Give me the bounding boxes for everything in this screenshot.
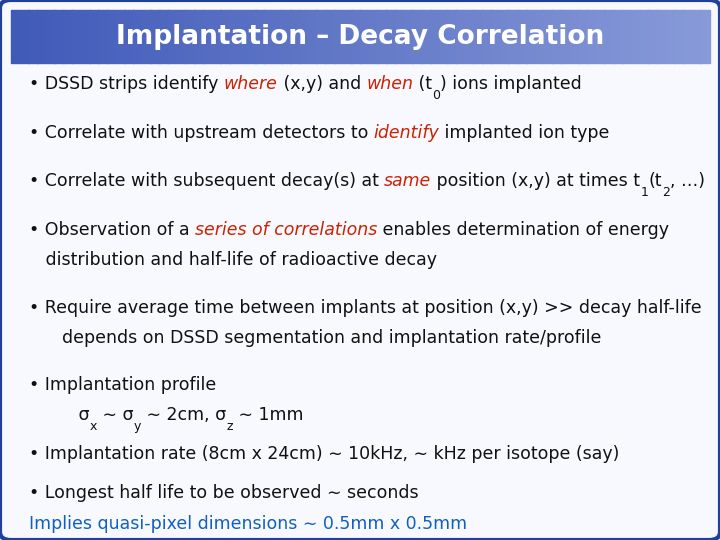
Bar <box>508 10 518 63</box>
Bar <box>220 10 230 63</box>
Bar <box>613 10 623 63</box>
Text: 2: 2 <box>662 186 670 199</box>
Bar <box>438 10 448 63</box>
Text: • Implantation rate (8cm x 24cm) ∼ 10kHz, ∼ kHz per isotope (say): • Implantation rate (8cm x 24cm) ∼ 10kHz… <box>29 445 619 463</box>
Bar <box>587 10 596 63</box>
Bar <box>648 10 657 63</box>
Bar <box>377 10 387 63</box>
Bar <box>526 10 536 63</box>
Bar <box>290 10 300 63</box>
Bar <box>159 10 168 63</box>
Bar <box>544 10 553 63</box>
Bar <box>238 10 247 63</box>
Bar <box>11 10 20 63</box>
Bar <box>456 10 466 63</box>
Text: same: same <box>384 172 431 190</box>
Text: • Longest half life to be observed ∼ seconds: • Longest half life to be observed ∼ sec… <box>29 484 418 502</box>
Text: distribution and half-life of radioactive decay: distribution and half-life of radioactiv… <box>29 251 437 268</box>
Bar <box>665 10 675 63</box>
Bar <box>552 10 562 63</box>
Bar <box>570 10 579 63</box>
Bar <box>482 10 492 63</box>
Text: ) ions implanted: ) ions implanted <box>441 75 582 93</box>
Bar <box>465 10 474 63</box>
Text: σ: σ <box>29 406 89 424</box>
Bar <box>229 10 238 63</box>
Text: • Require average time between implants at position (x,y) >> decay half-life: • Require average time between implants … <box>29 299 701 317</box>
Text: x: x <box>89 420 96 433</box>
Bar <box>98 10 107 63</box>
Text: y: y <box>133 420 141 433</box>
Text: series of correlations: series of correlations <box>195 221 377 239</box>
Bar <box>447 10 456 63</box>
Text: • Correlate with subsequent decay(s) at: • Correlate with subsequent decay(s) at <box>29 172 384 190</box>
Bar <box>334 10 343 63</box>
Text: implanted ion type: implanted ion type <box>439 124 610 141</box>
Bar <box>264 10 274 63</box>
Text: 1: 1 <box>640 186 648 199</box>
Bar <box>351 10 361 63</box>
Bar <box>55 10 64 63</box>
Bar <box>72 10 81 63</box>
Text: (t: (t <box>413 75 432 93</box>
Text: Implantation – Decay Correlation: Implantation – Decay Correlation <box>116 24 604 50</box>
Bar <box>299 10 308 63</box>
Bar <box>561 10 570 63</box>
Text: • DSSD strips identify: • DSSD strips identify <box>29 75 224 93</box>
Bar <box>701 10 710 63</box>
Text: ∼ σ: ∼ σ <box>96 406 133 424</box>
Bar <box>421 10 431 63</box>
Bar <box>282 10 291 63</box>
Text: ∼ 2cm, σ: ∼ 2cm, σ <box>141 406 226 424</box>
Bar <box>168 10 177 63</box>
Bar <box>125 10 134 63</box>
Bar <box>683 10 693 63</box>
Bar <box>517 10 526 63</box>
Bar <box>256 10 265 63</box>
Bar <box>46 10 55 63</box>
Bar <box>534 10 544 63</box>
Bar <box>325 10 335 63</box>
Text: Implies quasi-pixel dimensions ∼ 0.5mm x 0.5mm: Implies quasi-pixel dimensions ∼ 0.5mm x… <box>29 515 467 533</box>
Bar <box>369 10 378 63</box>
Bar <box>273 10 282 63</box>
Bar <box>81 10 90 63</box>
Bar <box>150 10 160 63</box>
Bar <box>604 10 614 63</box>
Bar <box>395 10 405 63</box>
Bar <box>578 10 588 63</box>
Bar <box>246 10 256 63</box>
Text: depends on DSSD segmentation and implantation rate/profile: depends on DSSD segmentation and implant… <box>29 329 601 347</box>
Bar <box>674 10 684 63</box>
Text: enables determination of energy: enables determination of energy <box>377 221 669 239</box>
Bar <box>142 10 151 63</box>
Bar <box>500 10 509 63</box>
Bar <box>194 10 204 63</box>
Bar <box>176 10 186 63</box>
Bar <box>316 10 325 63</box>
Bar <box>203 10 212 63</box>
Bar <box>474 10 483 63</box>
Bar <box>622 10 631 63</box>
Text: (t: (t <box>648 172 662 190</box>
Bar <box>212 10 221 63</box>
Text: ∼ 1mm: ∼ 1mm <box>233 406 303 424</box>
Text: identify: identify <box>374 124 439 141</box>
Bar <box>28 10 37 63</box>
Text: when: when <box>366 75 413 93</box>
Text: 0: 0 <box>432 89 441 102</box>
Text: position (x,y) at times t: position (x,y) at times t <box>431 172 640 190</box>
Bar <box>491 10 500 63</box>
Bar <box>37 10 46 63</box>
Text: • Observation of a: • Observation of a <box>29 221 195 239</box>
Bar <box>692 10 701 63</box>
Bar <box>657 10 666 63</box>
Bar <box>307 10 317 63</box>
Text: (x,y) and: (x,y) and <box>277 75 366 93</box>
Text: • Correlate with upstream detectors to: • Correlate with upstream detectors to <box>29 124 374 141</box>
Bar <box>631 10 640 63</box>
Bar <box>404 10 413 63</box>
Bar <box>116 10 125 63</box>
Bar <box>595 10 606 63</box>
